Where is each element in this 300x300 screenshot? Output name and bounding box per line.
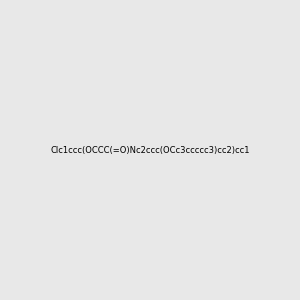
Text: Clc1ccc(OCCC(=O)Nc2ccc(OCc3ccccc3)cc2)cc1: Clc1ccc(OCCC(=O)Nc2ccc(OCc3ccccc3)cc2)cc… xyxy=(50,146,250,154)
